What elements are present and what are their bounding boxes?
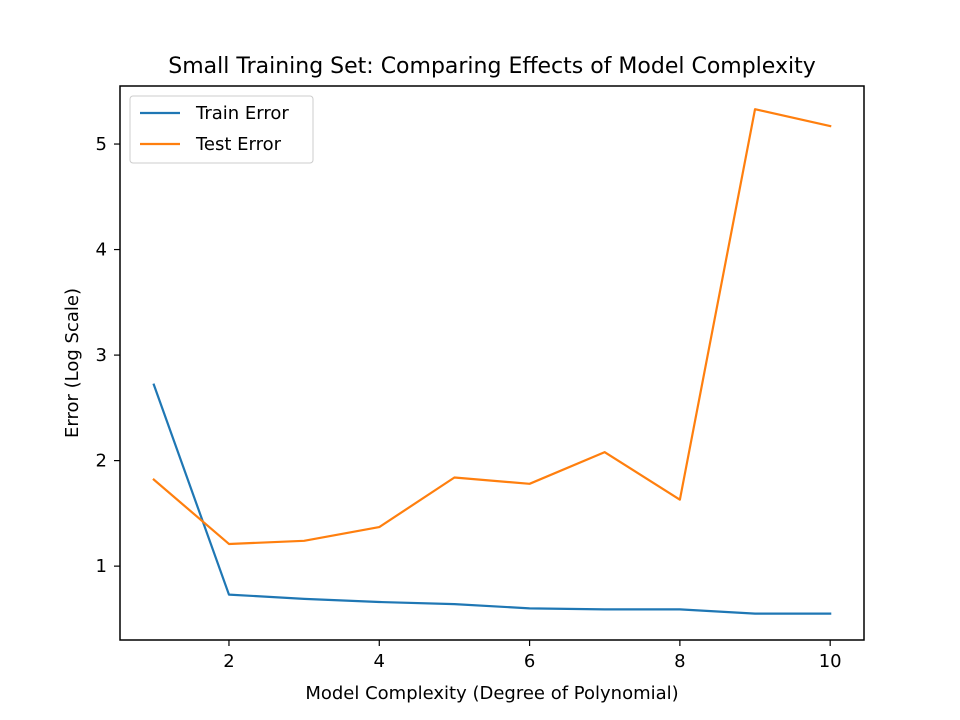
x-axis: 2 4 6 8 10 (223, 640, 842, 672)
y-tick-label: 3 (96, 345, 107, 366)
series-line-test-error (152, 108, 832, 546)
legend-entry-label: Test Error (195, 134, 282, 155)
chart-title: Small Training Set: Comparing Effects of… (168, 54, 815, 79)
x-tick-label: 10 (819, 651, 842, 672)
plot-frame (119, 85, 865, 641)
y-axis-label: Error (Log Scale) (62, 288, 83, 438)
series-layer (152, 108, 832, 615)
y-tick-label: 1 (96, 556, 107, 577)
series-line-train-error (152, 383, 832, 615)
y-tick-label: 2 (96, 451, 107, 472)
x-tick-label: 2 (223, 651, 234, 672)
y-tick-label: 5 (96, 134, 107, 155)
y-tick-label: 4 (96, 240, 107, 261)
legend-entry-label: Train Error (195, 103, 289, 124)
x-tick-label: 8 (674, 651, 685, 672)
x-tick-label: 4 (374, 651, 385, 672)
y-axis: 1 2 3 4 5 (96, 134, 120, 577)
x-tick-label: 6 (524, 651, 535, 672)
x-axis-label: Model Complexity (Degree of Polynomial) (305, 683, 678, 704)
legend: Train Error Test Error (129, 95, 314, 164)
